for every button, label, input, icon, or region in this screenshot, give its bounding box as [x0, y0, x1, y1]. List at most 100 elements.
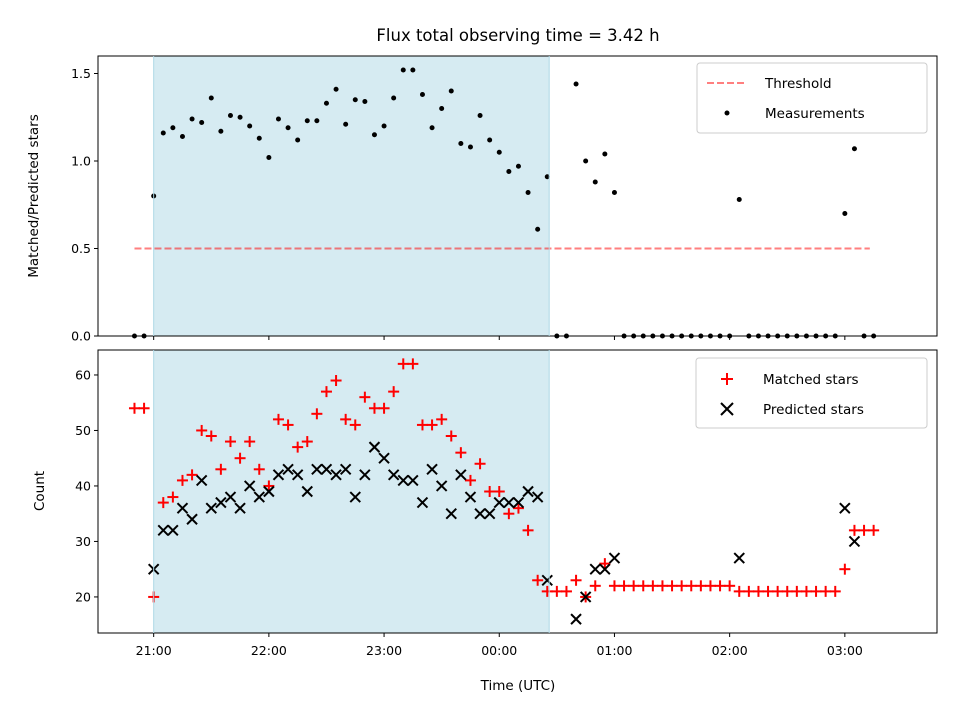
matched-point-8 — [205, 430, 217, 442]
measurement-point-5 — [179, 134, 185, 139]
matched-point-31 — [426, 419, 438, 431]
matched-point-44 — [551, 585, 563, 597]
top-panel: 0.0 0.5 1.0 1.5 Matched/Predicted stars Thr… — [26, 55, 938, 344]
measurement-point-19 — [314, 118, 320, 124]
predicted-point-29 — [426, 463, 438, 476]
predicted-point-26 — [397, 474, 409, 487]
measurement-point-49 — [602, 151, 608, 157]
measurement-point-31 — [429, 125, 435, 131]
matched-point-54 — [647, 580, 659, 592]
bottom-plot-frame — [97, 349, 938, 634]
predicted-point-5 — [195, 474, 208, 487]
predicted-point-38 — [512, 496, 525, 509]
bottom-xtick-label-5: 02:00 — [712, 643, 748, 658]
matched-point-4 — [167, 491, 179, 503]
bottom-y-ticks: 20 30 40 50 60 — [75, 367, 98, 604]
chart-title: Flux total observing time = 3.42 h — [376, 26, 659, 45]
measurement-point-41 — [525, 190, 531, 195]
predicted-point-14 — [282, 463, 294, 476]
matched-point-0 — [128, 402, 140, 414]
bottom-xtick-label-1: 22:00 — [251, 643, 287, 658]
measurement-point-23 — [352, 97, 358, 103]
measurement-point-40 — [515, 163, 521, 169]
x-axis-label: Time (UTC) — [480, 678, 556, 694]
matched-point-52 — [628, 580, 640, 592]
bottom-ytick-label-2: 40 — [75, 478, 91, 493]
measurement-point-6 — [189, 116, 195, 122]
matched-point-35 — [464, 474, 476, 486]
measurement-point-74 — [842, 211, 848, 216]
matched-point-14 — [263, 480, 275, 492]
predicted-point-11 — [253, 491, 265, 503]
bottom-y-axis-label: Count — [32, 471, 48, 511]
legend-predicted-label: Predicted stars — [763, 402, 864, 418]
matched-point-13 — [253, 463, 265, 475]
bottom-ytick-label-4: 60 — [75, 367, 91, 382]
matched-point-24 — [359, 391, 371, 403]
matched-point-36 — [474, 458, 486, 470]
predicted-point-8 — [224, 491, 237, 503]
predicted-point-42 — [570, 613, 582, 625]
predicted-point-9 — [234, 502, 246, 514]
matched-point-25 — [368, 402, 380, 414]
matched-point-23 — [349, 419, 361, 431]
matched-point-72 — [820, 585, 832, 597]
predicted-point-30 — [435, 480, 448, 492]
predicted-point-21 — [349, 491, 361, 503]
matched-point-7 — [196, 424, 208, 436]
measurement-point-28 — [400, 67, 406, 73]
matched-point-77 — [868, 524, 880, 536]
predicted-point-37 — [503, 496, 515, 509]
measurement-point-63 — [736, 197, 742, 202]
top-y-axis-label: Matched/Predicted stars — [26, 114, 42, 277]
top-legend-box — [696, 62, 928, 134]
predicted-point-41 — [541, 574, 553, 586]
measurement-point-26 — [381, 123, 387, 129]
predicted-point-17 — [311, 463, 323, 476]
legend-matched-label: Matched stars — [763, 372, 859, 388]
matched-point-75 — [848, 524, 860, 536]
measurement-point-32 — [439, 106, 445, 111]
bottom-xtick-label-0: 21:00 — [136, 643, 172, 658]
matched-stars-points — [128, 358, 880, 603]
matched-point-40 — [512, 502, 524, 514]
matched-point-41 — [522, 524, 534, 536]
predicted-point-47 — [733, 552, 745, 564]
measurement-point-11 — [237, 114, 243, 120]
predicted-point-18 — [320, 463, 333, 476]
matched-point-49 — [599, 558, 611, 570]
matched-point-71 — [810, 585, 822, 597]
predicted-point-19 — [330, 469, 342, 481]
measurement-point-24 — [362, 99, 368, 104]
matched-point-55 — [656, 580, 668, 592]
measurement-point-7 — [199, 120, 205, 125]
predicted-point-34 — [474, 507, 486, 520]
matched-point-46 — [570, 574, 582, 586]
bottom-shaded-span — [153, 350, 550, 633]
matched-point-11 — [234, 452, 246, 464]
top-shaded-span — [153, 56, 550, 336]
matched-point-1 — [138, 402, 150, 414]
matched-point-17 — [292, 441, 304, 453]
predicted-point-10 — [243, 480, 256, 492]
predicted-point-36 — [493, 496, 505, 509]
measurement-point-38 — [496, 149, 502, 155]
matched-point-43 — [541, 585, 553, 597]
predicted-point-12 — [263, 485, 275, 498]
measurement-point-21 — [333, 86, 339, 92]
matched-point-61 — [714, 580, 726, 592]
predicted-point-43 — [579, 591, 592, 603]
measurement-point-48 — [592, 179, 598, 185]
bottom-legend-box — [695, 357, 928, 429]
bottom-xtick-label-2: 23:00 — [366, 643, 402, 658]
predicted-point-2 — [167, 524, 179, 537]
matched-point-30 — [416, 419, 428, 431]
predicted-point-23 — [368, 441, 381, 453]
predicted-point-13 — [272, 469, 285, 481]
matched-point-33 — [445, 430, 457, 442]
measurement-point-30 — [419, 92, 425, 97]
matched-point-3 — [157, 497, 169, 509]
measurement-point-22 — [343, 121, 349, 127]
predicted-point-7 — [215, 496, 227, 509]
